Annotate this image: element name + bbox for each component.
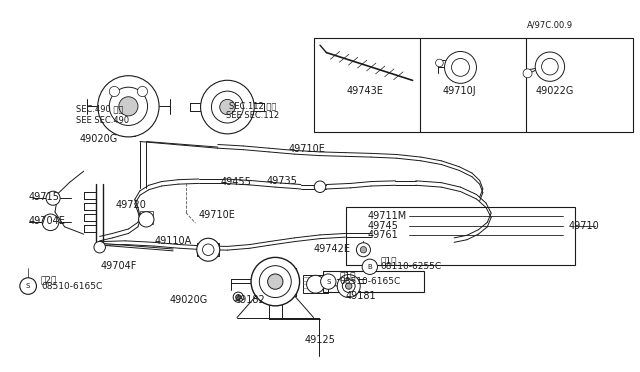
Text: 49710E: 49710E <box>198 210 236 220</box>
Circle shape <box>360 247 367 253</box>
Text: SEC.112 参照: SEC.112 参照 <box>229 102 276 110</box>
Bar <box>323 271 424 292</box>
Circle shape <box>356 243 371 257</box>
Text: S: S <box>26 283 30 289</box>
Text: 49711M: 49711M <box>368 211 407 221</box>
Text: 49704E: 49704E <box>28 216 65 226</box>
Circle shape <box>342 280 355 292</box>
Circle shape <box>98 76 159 137</box>
Text: 49710: 49710 <box>569 221 600 231</box>
Text: SEE SEC.112: SEE SEC.112 <box>227 111 280 120</box>
Circle shape <box>268 274 283 289</box>
Circle shape <box>220 99 235 115</box>
Text: SEC.490 参照: SEC.490 参照 <box>76 105 124 113</box>
Circle shape <box>307 275 324 293</box>
Text: 49125: 49125 <box>305 336 335 345</box>
Circle shape <box>202 244 214 256</box>
Text: 49181: 49181 <box>346 291 376 301</box>
Bar <box>314 38 633 132</box>
Text: 49735: 49735 <box>267 176 298 186</box>
Circle shape <box>452 58 469 76</box>
Circle shape <box>109 86 120 97</box>
Circle shape <box>523 69 532 78</box>
Bar <box>140 211 153 215</box>
Circle shape <box>94 241 106 253</box>
Circle shape <box>119 97 138 116</box>
Text: 49761: 49761 <box>368 230 399 240</box>
Text: S: S <box>326 279 330 285</box>
Text: 49704F: 49704F <box>100 261 137 271</box>
Text: 08510-6165C: 08510-6165C <box>339 277 401 286</box>
Text: （1）: （1） <box>339 271 356 280</box>
Text: 49455: 49455 <box>221 177 252 187</box>
Text: 49720: 49720 <box>115 200 147 210</box>
Circle shape <box>236 295 241 300</box>
Text: B: B <box>367 264 372 270</box>
Circle shape <box>337 275 360 298</box>
Bar <box>140 216 153 219</box>
Text: 49110A: 49110A <box>155 236 192 246</box>
Circle shape <box>259 266 291 298</box>
Text: 49710E: 49710E <box>289 144 326 154</box>
Circle shape <box>314 181 326 192</box>
Text: 49022G: 49022G <box>536 86 574 96</box>
Circle shape <box>436 59 444 67</box>
Circle shape <box>541 58 558 75</box>
Circle shape <box>42 214 59 231</box>
Circle shape <box>233 292 243 302</box>
Text: A/97C.00.9: A/97C.00.9 <box>527 20 573 30</box>
Text: 49743E: 49743E <box>346 86 383 96</box>
Circle shape <box>139 212 154 227</box>
Bar <box>303 275 328 294</box>
Circle shape <box>211 91 243 123</box>
Text: 08110-6255C: 08110-6255C <box>381 262 442 271</box>
Circle shape <box>251 257 300 306</box>
Circle shape <box>362 259 378 275</box>
Text: 49710J: 49710J <box>442 86 476 96</box>
Circle shape <box>200 80 254 134</box>
Bar <box>197 243 219 256</box>
Text: 08510-6165C: 08510-6165C <box>41 282 102 291</box>
Circle shape <box>445 51 476 83</box>
Text: 49020G: 49020G <box>170 295 208 305</box>
Circle shape <box>346 283 352 289</box>
Bar <box>346 208 575 265</box>
Circle shape <box>138 86 148 97</box>
Text: （1）: （1） <box>381 257 397 266</box>
Circle shape <box>20 278 36 294</box>
Text: 49182: 49182 <box>234 295 265 305</box>
Text: 49715: 49715 <box>28 192 59 202</box>
Text: 49742E: 49742E <box>314 244 351 254</box>
Text: （2）: （2） <box>41 275 58 284</box>
Circle shape <box>46 191 60 205</box>
Text: 49745: 49745 <box>368 221 399 231</box>
Text: SEE SEC.490: SEE SEC.490 <box>76 116 129 125</box>
Circle shape <box>321 274 336 289</box>
Circle shape <box>109 87 148 125</box>
Circle shape <box>535 52 564 81</box>
Bar <box>140 220 153 224</box>
Text: 49020G: 49020G <box>79 134 118 144</box>
Circle shape <box>196 238 220 261</box>
